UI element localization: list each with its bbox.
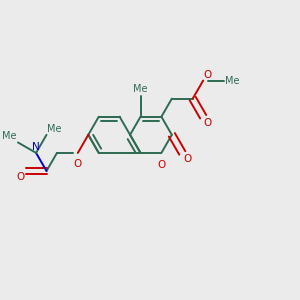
- Text: N: N: [32, 142, 40, 152]
- Text: O: O: [73, 159, 81, 169]
- Text: O: O: [204, 70, 212, 80]
- Text: Me: Me: [2, 131, 17, 141]
- Text: Me: Me: [47, 124, 62, 134]
- Text: O: O: [16, 172, 25, 182]
- Text: O: O: [184, 154, 192, 164]
- Text: O: O: [158, 160, 166, 170]
- Text: Me: Me: [225, 76, 240, 85]
- Text: Me: Me: [133, 83, 148, 94]
- Text: O: O: [204, 118, 212, 128]
